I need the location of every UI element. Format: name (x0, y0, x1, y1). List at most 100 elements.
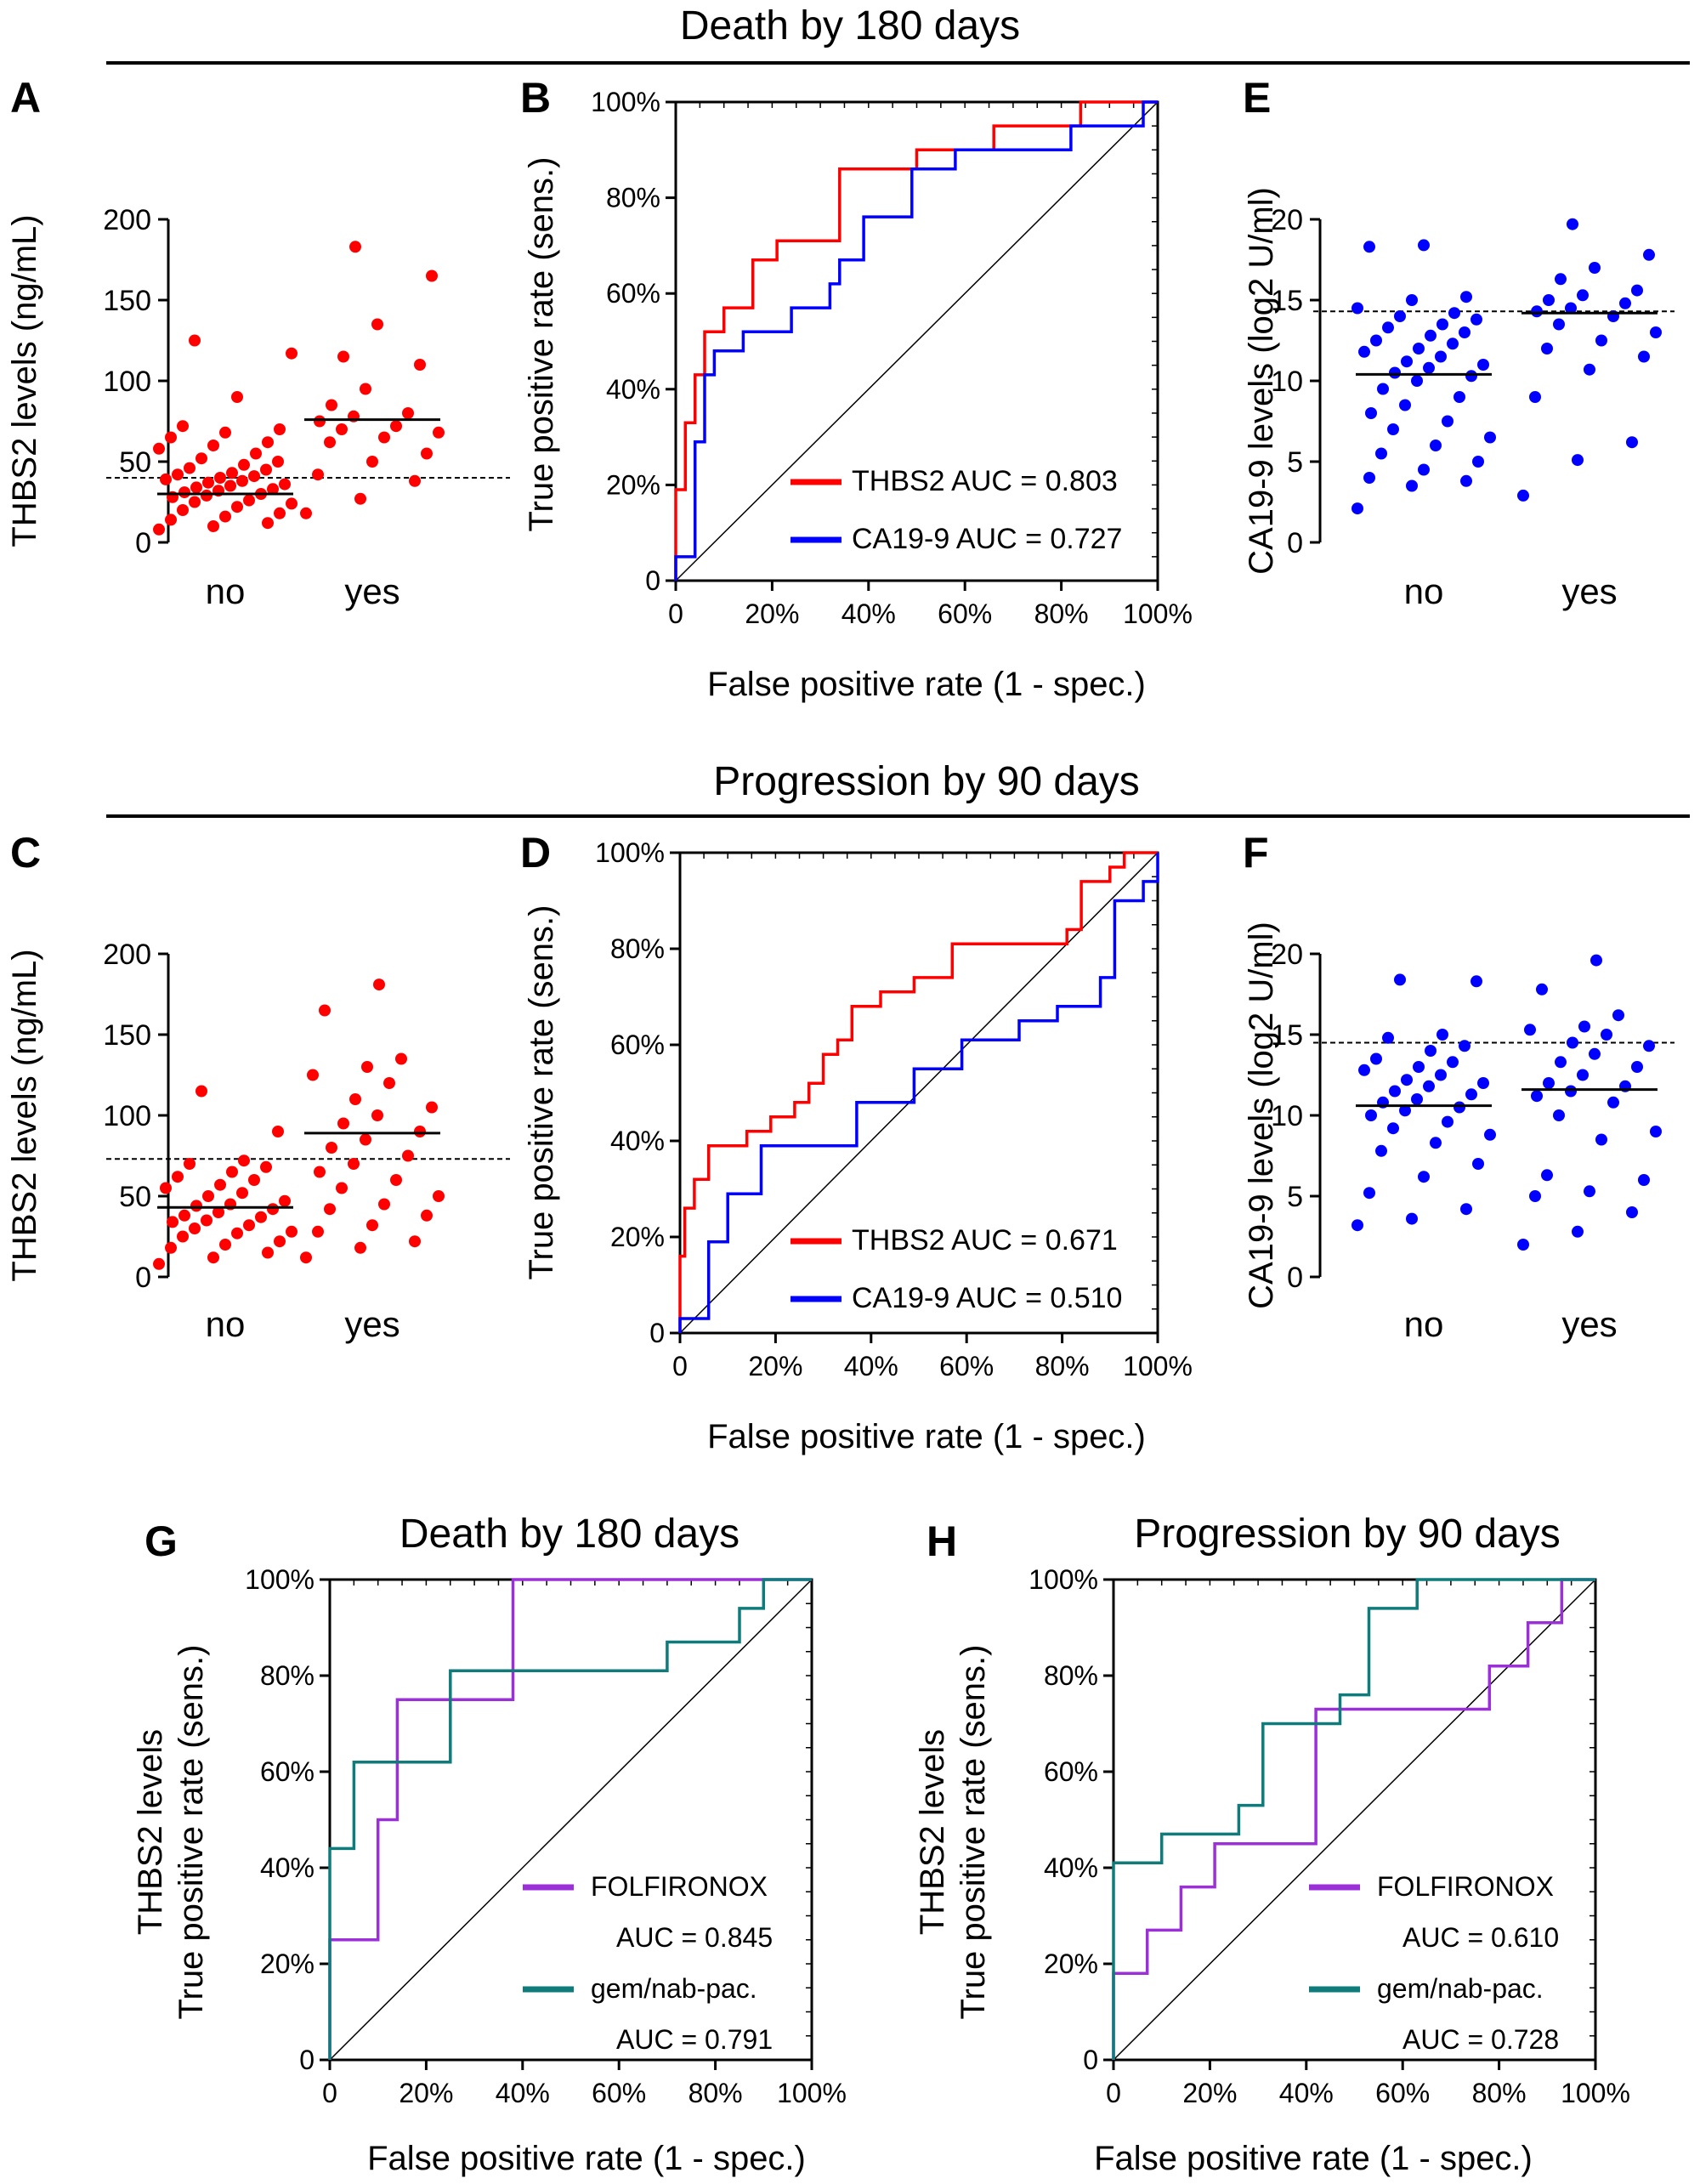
data-point (196, 1085, 207, 1098)
legend-label: gem/nab-pac. (1377, 1973, 1544, 2004)
y-tick-label: 40% (610, 1126, 665, 1156)
y-tick-label: 100 (103, 1100, 151, 1132)
xlabel-g: False positive rate (1 - spec.) (367, 2140, 806, 2177)
data-point (255, 1211, 267, 1223)
reference-diagonal (329, 1579, 813, 2061)
x-category-label: no (1404, 1304, 1444, 1344)
data-point (378, 431, 390, 444)
data-point (390, 1174, 402, 1186)
data-point (1413, 343, 1425, 355)
reference-diagonal (679, 852, 1159, 1334)
data-point (314, 1166, 326, 1178)
ylabel-g: True positive rate (sens.) (173, 1645, 210, 2020)
data-point (178, 486, 190, 499)
data-point (1631, 1061, 1643, 1073)
data-point (1425, 329, 1436, 342)
data-point (426, 1101, 438, 1114)
section-title-progression: Progression by 90 days (713, 759, 1140, 804)
y-tick-label: 60% (610, 1030, 665, 1060)
data-point (165, 431, 177, 444)
ylabel-b: True positive rate (sens.) (523, 157, 560, 532)
data-point (1567, 218, 1578, 230)
data-point (1423, 361, 1435, 374)
x-category-label: no (1404, 571, 1444, 611)
data-point (286, 497, 298, 510)
ylabel-h: True positive rate (sens.) (955, 1645, 992, 2020)
data-point (238, 1154, 250, 1167)
data-point (371, 318, 383, 331)
ylabel-f: CA19-9 levels (log2 U/ml) (1243, 922, 1280, 1309)
xlabel-h: False positive rate (1 - spec.) (1094, 2140, 1533, 2177)
data-point (1375, 1144, 1387, 1157)
data-point (409, 1235, 421, 1248)
data-point (1363, 241, 1375, 253)
x-tick-label: 100% (1123, 598, 1193, 629)
y-tick-label: 60% (606, 278, 660, 309)
data-point (1399, 1104, 1411, 1117)
panel-b: B True positive rate (sens.) False posit… (520, 74, 1193, 703)
panel-label-h: H (926, 1517, 957, 1565)
data-point (226, 1166, 238, 1178)
data-point (1638, 1174, 1650, 1186)
data-point (1470, 975, 1482, 988)
data-point (153, 523, 165, 536)
data-point (1370, 1052, 1382, 1065)
roc-curve-gem-nab-pac- (1112, 1578, 1595, 2060)
data-point (226, 467, 238, 479)
panel-a: A THBS2 levels (ng/mL) 0 50 100 150 200 no yes (6, 74, 510, 611)
data-point (366, 1219, 378, 1232)
section-title-death: Death by 180 days (680, 3, 1020, 48)
data-point (1411, 1093, 1423, 1105)
data-point (1394, 310, 1406, 322)
x-category-label: yes (1561, 571, 1617, 611)
x-tick-label: 40% (844, 1351, 898, 1381)
x-tick-label: 0 (1106, 2078, 1121, 2108)
data-point (219, 510, 231, 523)
data-point (383, 1077, 395, 1089)
legend-label: CA19-9 AUC = 0.727 (852, 523, 1122, 555)
y-tick-label: 0 (645, 565, 660, 596)
data-point (189, 1222, 201, 1234)
data-point (1418, 239, 1430, 252)
data-point (1529, 391, 1541, 403)
data-point (1442, 415, 1454, 428)
data-point (1358, 345, 1370, 358)
y-tick-label: 0 (135, 527, 151, 559)
data-point (1517, 489, 1529, 502)
data-point (373, 979, 385, 991)
data-point (1460, 1203, 1472, 1216)
data-point (1394, 973, 1406, 986)
y-tick-label: 200 (103, 204, 151, 236)
data-point (390, 420, 402, 433)
data-point (153, 442, 165, 455)
y-tick-label: 15 (1271, 285, 1303, 317)
data-point (274, 1235, 286, 1248)
x-category-label: yes (1561, 1304, 1617, 1344)
x-tick-label: 80% (1472, 2078, 1527, 2108)
data-point (409, 474, 421, 487)
data-point (354, 1241, 366, 1254)
data-point (1465, 1088, 1477, 1101)
y-tick-label: 0 (299, 2045, 314, 2075)
data-point (1565, 1085, 1577, 1098)
panel-label-b: B (520, 74, 551, 122)
data-point (1472, 456, 1484, 468)
data-point (421, 1209, 433, 1222)
data-point (1643, 1040, 1655, 1052)
data-point (172, 1171, 184, 1183)
x-tick-label: 80% (1035, 1351, 1090, 1381)
roc-curve-gem-nab-pac- (328, 1578, 812, 2060)
data-point (1577, 1069, 1589, 1081)
y-tick-label: 100% (595, 837, 665, 868)
x-tick-label: 40% (496, 2078, 550, 2108)
x-tick-label: 20% (399, 2078, 453, 2108)
data-point (414, 1126, 426, 1137)
legend-auc: AUC = 0.845 (616, 1922, 773, 1953)
x-tick-label: 100% (1123, 1351, 1193, 1381)
y-tick-label: 80% (260, 1660, 314, 1691)
data-point (189, 496, 201, 508)
legend-auc: AUC = 0.610 (1402, 1922, 1559, 1953)
x-tick-label: 80% (1034, 598, 1089, 629)
data-point (1401, 355, 1413, 368)
data-point (1484, 1128, 1496, 1141)
